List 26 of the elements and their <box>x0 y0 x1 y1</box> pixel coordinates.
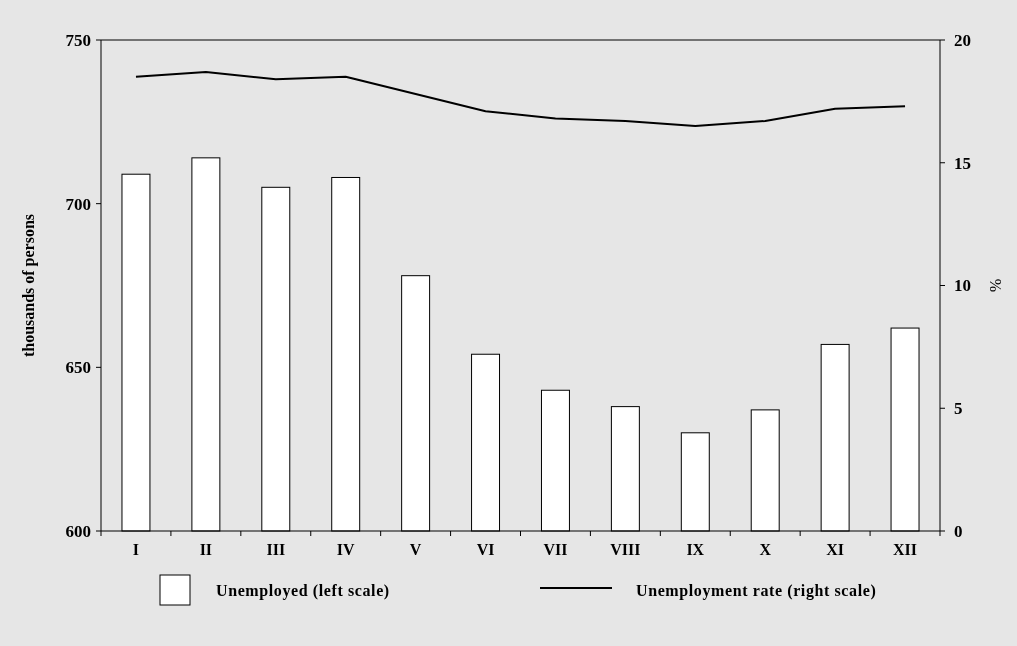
y-tick-label: 750 <box>65 30 91 50</box>
y2-tick-label: 0 <box>954 521 963 541</box>
x-tick-label: II <box>199 541 213 558</box>
y-tick-label: 600 <box>65 521 91 541</box>
legend-label: Unemployed (left scale) <box>216 581 390 600</box>
x-tick-label: I <box>132 541 140 558</box>
y2-tick-label: 20 <box>954 30 971 50</box>
x-tick-label: IV <box>336 541 356 558</box>
y-axis-title: thousands of persons <box>20 213 38 358</box>
x-tick-label: III <box>266 541 286 558</box>
y2-tick-label: 10 <box>954 276 971 296</box>
x-tick-label: X <box>759 541 772 558</box>
x-tick-label: V <box>409 541 422 558</box>
y2-tick-label: 15 <box>954 153 971 173</box>
x-tick-label: VIII <box>610 541 641 558</box>
x-tick-label: XI <box>826 541 845 558</box>
y-tick-label: 700 <box>65 194 91 214</box>
y-tick-label: 650 <box>65 358 91 378</box>
line-series <box>134 70 907 127</box>
y2-tick-label: 5 <box>954 399 963 419</box>
x-tick-label: IX <box>686 541 705 558</box>
legend-label: Unemployment rate (right scale) <box>636 581 877 600</box>
x-tick-label: VI <box>476 541 495 558</box>
y2-axis-title: % <box>987 278 1004 293</box>
x-tick-label: XII <box>893 541 918 558</box>
x-tick-label: VII <box>543 541 568 558</box>
